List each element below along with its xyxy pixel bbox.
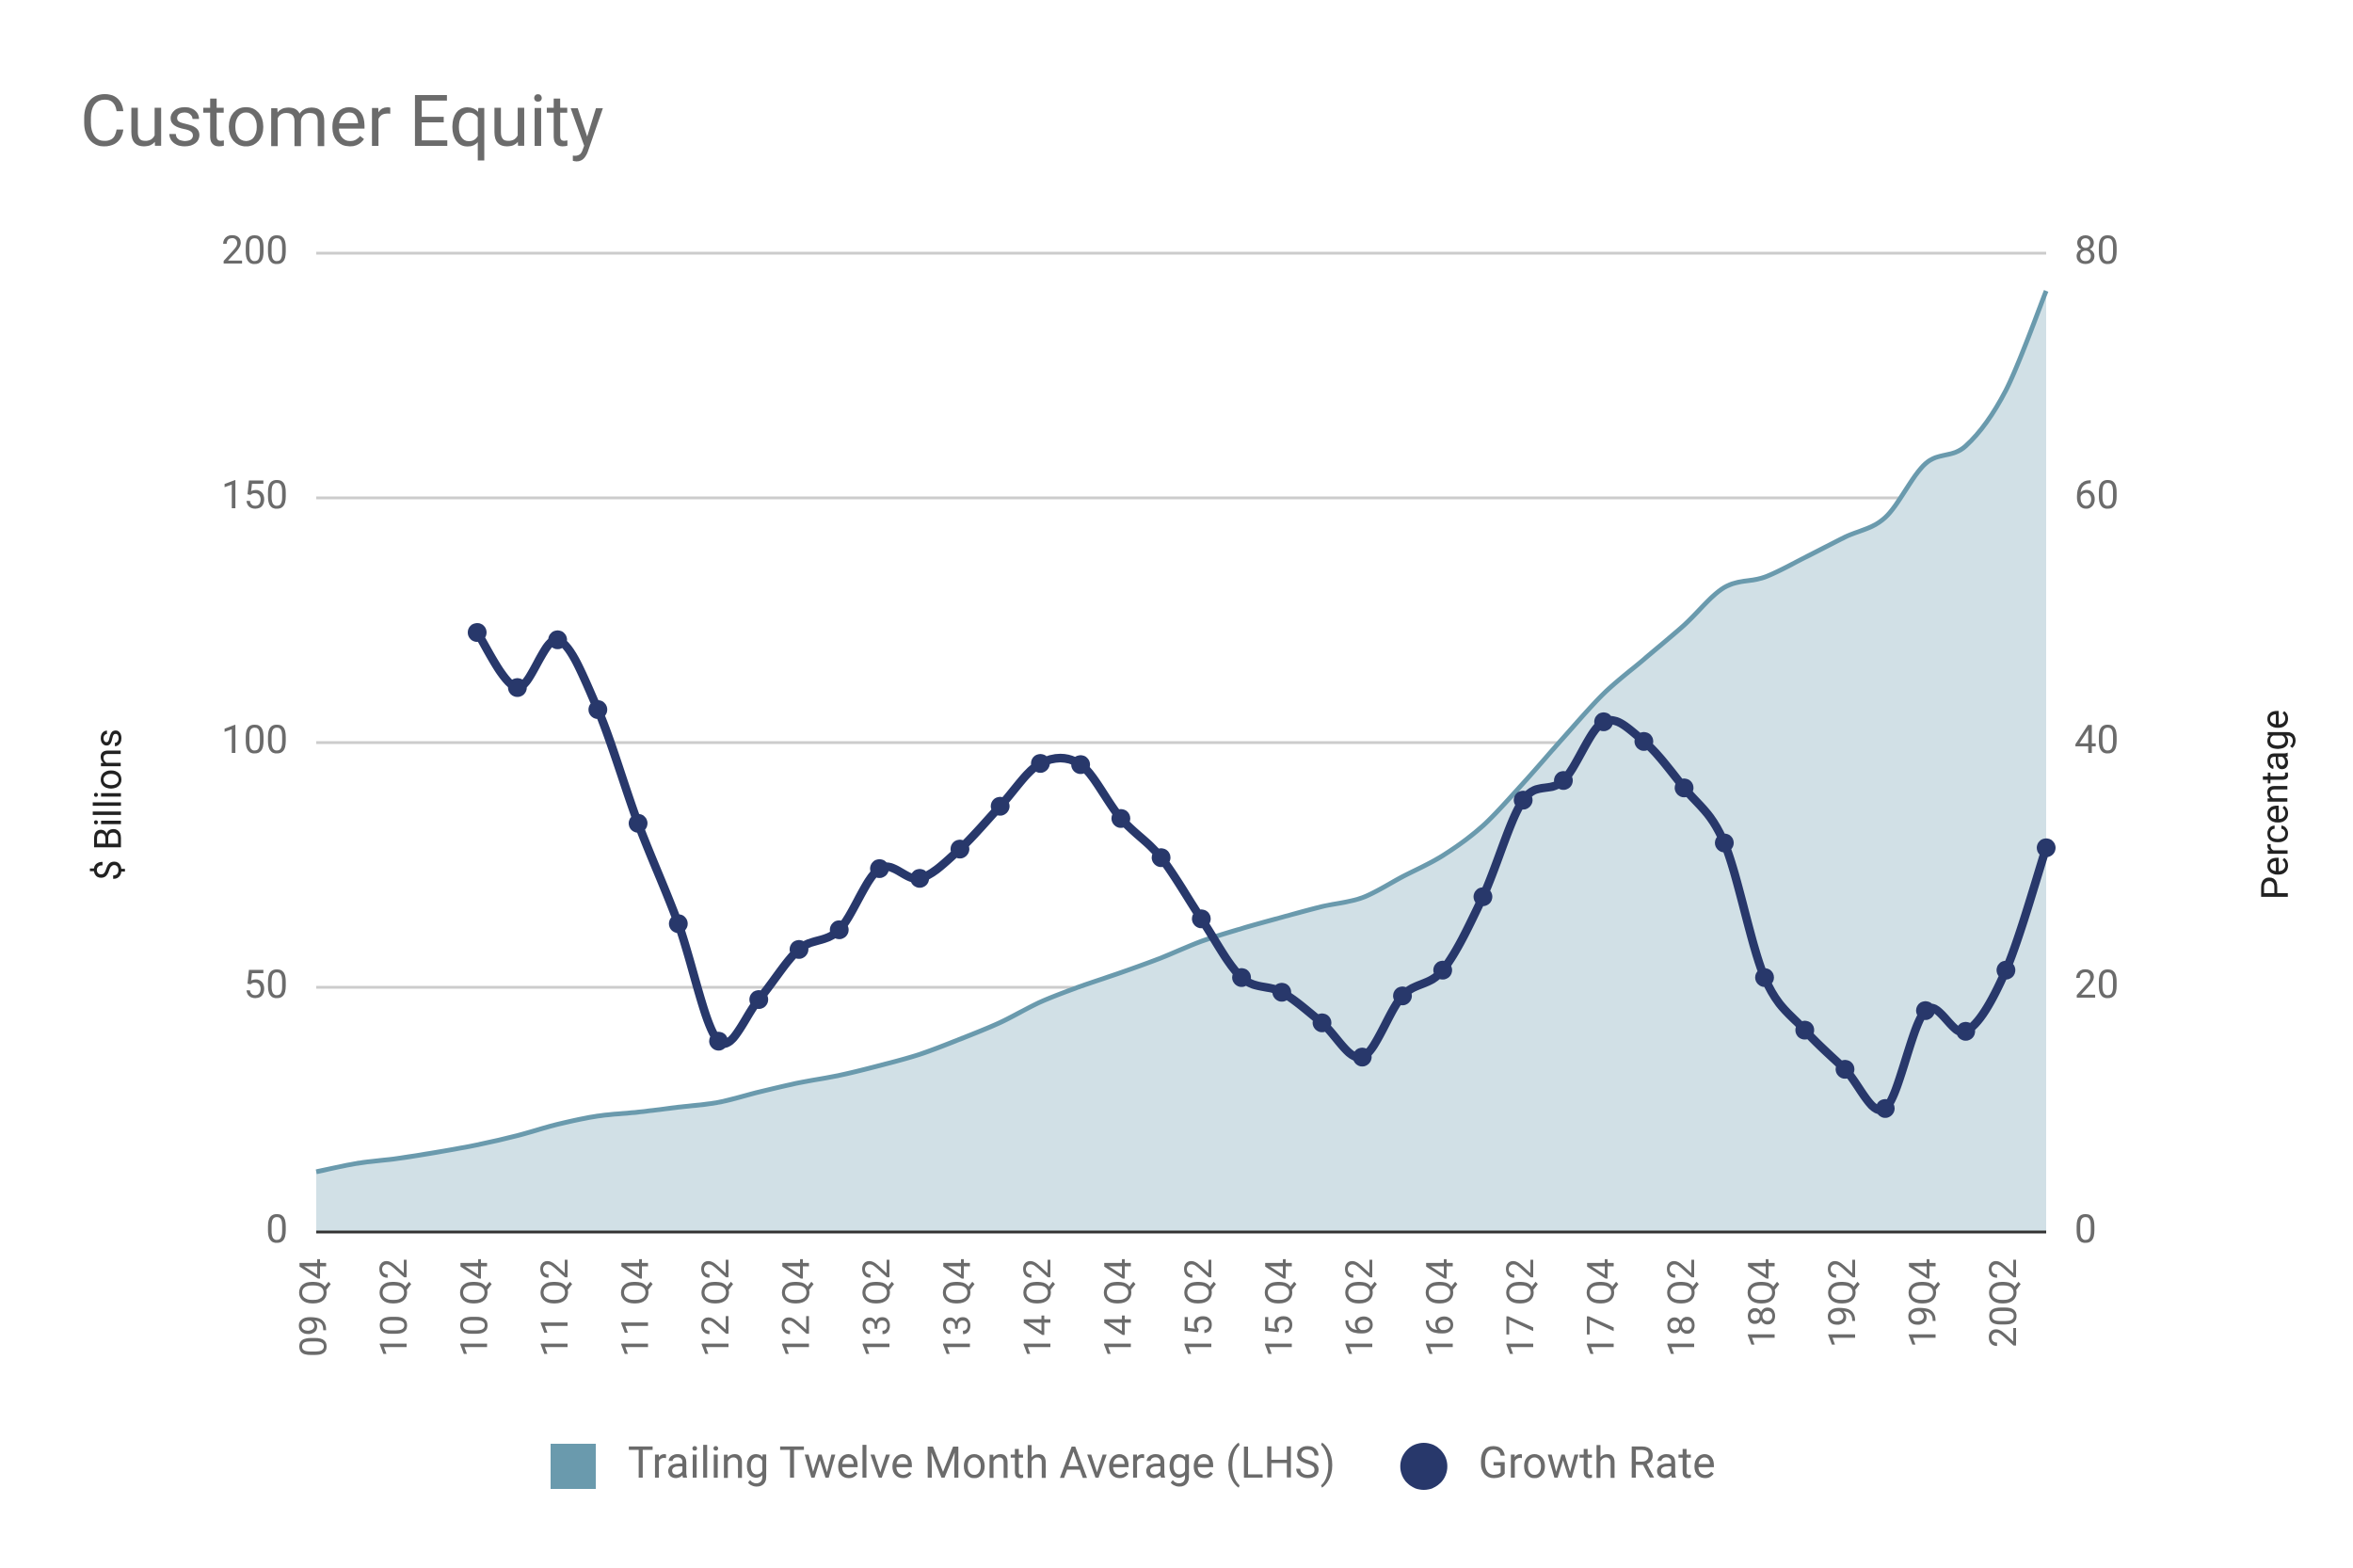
x-tick-label: 11 Q2 — [533, 1258, 577, 1357]
y-tick-label: 50 — [244, 962, 288, 1008]
point — [910, 869, 930, 888]
y-tick-label: 100 — [221, 717, 288, 763]
point — [1433, 960, 1452, 980]
point — [1473, 887, 1493, 906]
y-tick-label: 150 — [221, 472, 288, 519]
point — [668, 914, 688, 934]
point — [1715, 833, 1735, 853]
x-tick-label: 19Q4 — [1900, 1258, 1945, 1348]
point — [628, 813, 648, 833]
area — [316, 291, 2046, 1232]
x-tick-label: 16 Q2 — [1337, 1258, 1382, 1357]
y2-tick-label: 20 — [2074, 962, 2119, 1008]
x-tick-label: 12 Q4 — [774, 1258, 818, 1357]
area-line — [315, 290, 2049, 1175]
point — [789, 939, 808, 959]
x-tick-label: 18 Q2 — [1659, 1258, 1704, 1357]
point — [950, 840, 969, 859]
x-tick-label: 13 Q4 — [935, 1258, 979, 1357]
point — [1674, 778, 1694, 798]
y-tick-label: 0 — [265, 1207, 288, 1253]
x-tick-label: 10 Q2 — [372, 1258, 416, 1357]
x-tick-label: 10 Q4 — [453, 1258, 497, 1357]
x-tick-label: 09 Q4 — [292, 1258, 336, 1357]
point — [1513, 791, 1533, 810]
point — [709, 1032, 728, 1051]
point — [1996, 960, 2016, 980]
point — [588, 699, 608, 719]
point — [1795, 1020, 1815, 1040]
point — [1232, 968, 1252, 987]
x-tick-label: 19Q2 — [1820, 1258, 1865, 1348]
x-tick-label: 14 Q2 — [1016, 1258, 1060, 1357]
point — [1634, 731, 1654, 751]
point — [1835, 1060, 1855, 1080]
point — [1192, 909, 1211, 929]
point — [749, 990, 769, 1009]
point — [1151, 848, 1171, 868]
y2-tick-label: 60 — [2074, 472, 2119, 519]
x-tick-label: 11 Q4 — [614, 1258, 658, 1357]
point — [1554, 771, 1574, 791]
x-tick-label: 15 Q4 — [1257, 1258, 1301, 1357]
y-axis-title: $ Billions — [87, 728, 131, 881]
point — [829, 920, 849, 939]
point — [1111, 808, 1130, 828]
x-tick-label: 18Q4 — [1739, 1258, 1784, 1348]
x-tick-label: 15 Q2 — [1176, 1258, 1221, 1357]
point — [1956, 1021, 1976, 1041]
y2-axis-title: Percentage — [2253, 710, 2297, 900]
chart-title: Customer Equity — [80, 79, 604, 164]
point — [1915, 1000, 1935, 1020]
point — [548, 630, 568, 649]
point — [1272, 983, 1291, 1002]
point — [1071, 755, 1091, 775]
y-tick-label: 200 — [221, 228, 288, 274]
legend-label: Trailing Twelve Month Average (LHS) — [628, 1438, 1336, 1489]
point — [1754, 968, 1774, 987]
point — [1876, 1098, 1896, 1118]
legend-swatch — [1400, 1443, 1448, 1490]
point — [870, 858, 889, 878]
point — [1031, 754, 1050, 774]
point — [1353, 1048, 1372, 1067]
y2-tick-label: 80 — [2074, 228, 2119, 274]
point — [507, 678, 527, 697]
point — [990, 796, 1010, 816]
point — [467, 623, 487, 642]
y2-tick-label: 0 — [2074, 1207, 2097, 1253]
x-tick-label: 12 Q2 — [694, 1258, 738, 1357]
x-tick-label: 13 Q2 — [855, 1258, 899, 1357]
x-tick-label: 16 Q4 — [1417, 1258, 1462, 1357]
point — [1312, 1013, 1332, 1032]
point — [1393, 986, 1413, 1006]
x-tick-label: 20Q2 — [1981, 1258, 2025, 1348]
x-tick-label: 14 Q4 — [1096, 1258, 1140, 1357]
legend-label: Growth Rate — [1479, 1438, 1716, 1489]
x-tick-label: 17 Q4 — [1578, 1258, 1623, 1357]
x-tick-label: 17 Q2 — [1498, 1258, 1543, 1357]
legend-swatch — [551, 1444, 596, 1489]
y2-tick-label: 40 — [2074, 717, 2119, 763]
point — [2037, 838, 2056, 857]
point — [1593, 712, 1613, 731]
